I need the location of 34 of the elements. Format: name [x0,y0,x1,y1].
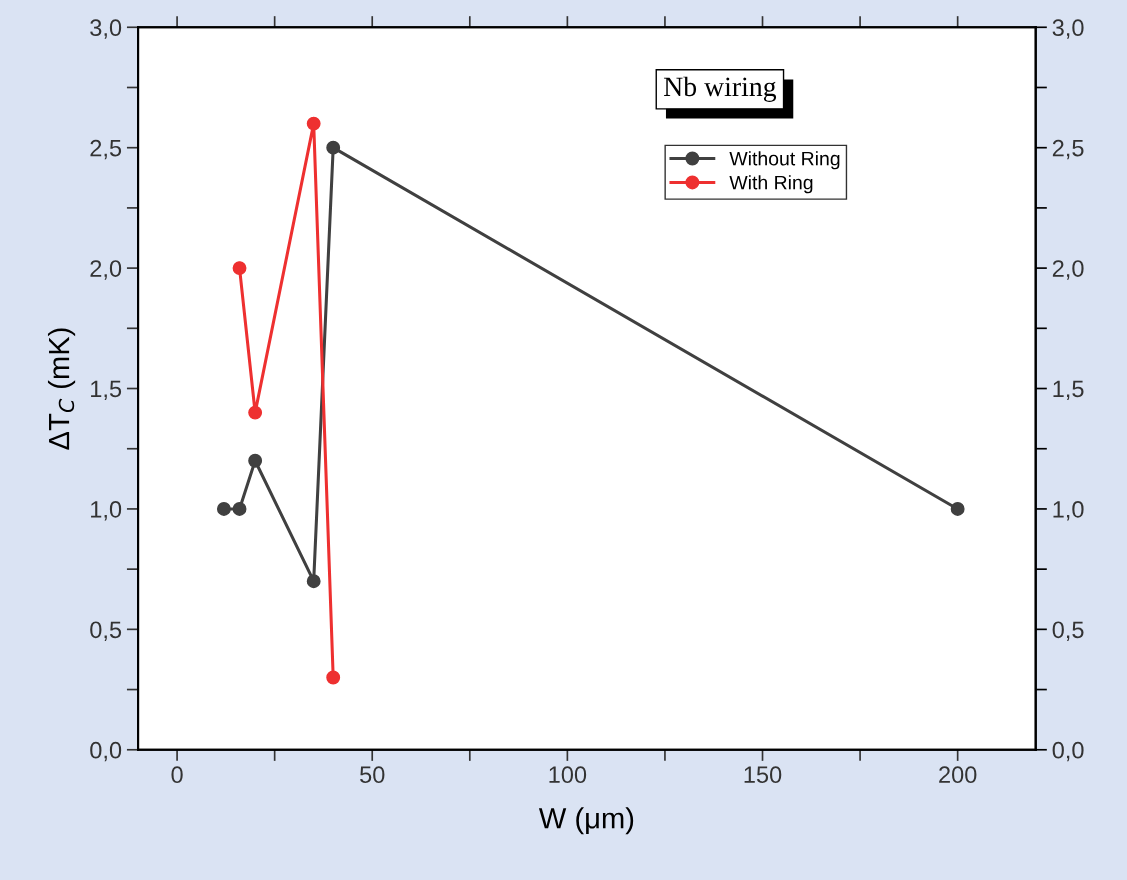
x-tick-label: 100 [549,766,587,784]
y-tick-label: 3,0 [90,19,122,39]
y2-tick-label: 3,0 [1052,19,1084,39]
y2-tick-label: 1,0 [1053,501,1084,521]
annotation: Nb wiring [663,76,777,102]
y2-tick-label: 1,5 [1053,380,1084,401]
y-tick-label: 0,5 [90,621,122,641]
x-tick-label: 200 [939,766,977,784]
y-tick-label: 1,5 [91,380,122,401]
y-tick-label: 0,0 [90,741,122,762]
point [248,405,263,420]
point [950,501,965,516]
point [326,670,341,685]
point [326,140,341,155]
y2-tick-label: 2,0 [1052,260,1084,280]
y-tick-label: 1,0 [91,501,122,521]
x-tick-label: 50 [360,766,385,784]
x-axis-title: W (μm) [538,807,634,835]
point [232,501,247,516]
y2-tick-label: 0,0 [1052,741,1084,762]
point [248,453,263,468]
point [306,574,321,589]
y2-tick-label: 2,5 [1052,139,1084,160]
legend-label: Without Ring [729,151,840,170]
y-tick-label: 2,0 [90,260,122,280]
x-tick-label: 150 [744,766,782,784]
legend-label: With Ring [729,175,813,194]
y-tick-label: 2,5 [90,139,122,160]
point [306,116,321,131]
x-tick-label: 0 [171,766,183,784]
y-axis-title: ΔT$_{C}$ (mK) [47,328,76,450]
y2-tick-label: 0,5 [1052,621,1084,641]
point [232,261,247,276]
point [216,501,231,516]
